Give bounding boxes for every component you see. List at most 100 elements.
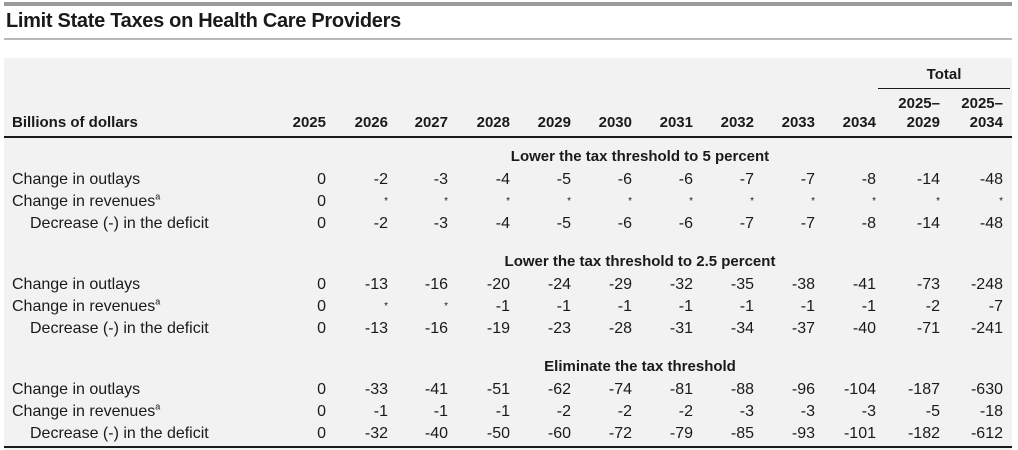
table-cell: -7 [739, 171, 754, 188]
table-cell: -51 [486, 381, 510, 398]
table-cell: * [689, 196, 693, 207]
table-cell: -1 [495, 298, 510, 315]
table-cell: -24 [547, 276, 571, 293]
table-cell: -79 [669, 425, 693, 442]
table-cell: -612 [970, 425, 1003, 442]
title-rule [4, 38, 1012, 40]
table-cell: -7 [800, 215, 815, 232]
table-cell: -3 [433, 171, 448, 188]
table-cell: -35 [730, 276, 754, 293]
row-label: Change in revenuesa [12, 401, 161, 420]
unit-label: Billions of dollars [12, 114, 138, 131]
table-cell: 0 [317, 381, 326, 398]
total-underline [878, 88, 1010, 89]
table-cell: -38 [791, 276, 815, 293]
row-label: Decrease (-) in the deficit [30, 215, 209, 232]
table-cell: -5 [925, 403, 940, 420]
table-cell: 0 [317, 276, 326, 293]
year-header: 2032 [720, 114, 754, 131]
table-cell: -93 [791, 425, 815, 442]
table-cell: -1 [373, 403, 388, 420]
table-cell: -73 [916, 276, 940, 293]
table-cell: -16 [424, 320, 448, 337]
table-cell: -37 [791, 320, 815, 337]
table-cell: -1 [556, 298, 571, 315]
table-cell: 0 [317, 403, 326, 420]
year-header: 2033 [781, 114, 815, 131]
top-rule [4, 2, 1012, 6]
table-cell: -3 [433, 215, 448, 232]
table-cell: -241 [970, 320, 1003, 337]
table-cell: -187 [907, 381, 940, 398]
table-cell: -48 [979, 215, 1003, 232]
table-cell: * [811, 196, 815, 207]
total-col-header-line2: 2034 [969, 114, 1003, 131]
table-cell: -41 [424, 381, 448, 398]
total-col-header-line2: 2029 [906, 114, 940, 131]
year-header: 2034 [842, 114, 876, 131]
footnote-marker: a [155, 401, 161, 412]
total-col-header-line1: 2025– [961, 95, 1003, 112]
table-cell: -14 [916, 171, 940, 188]
total-col-header-line1: 2025– [898, 95, 940, 112]
table-cell: -7 [800, 171, 815, 188]
table-cell: -62 [547, 381, 571, 398]
table-cell: -2 [925, 298, 940, 315]
table-cell: -4 [495, 171, 510, 188]
table-cell: -23 [547, 320, 571, 337]
section-title: Eliminate the tax threshold [544, 358, 736, 375]
table-cell: -6 [617, 171, 632, 188]
table-cell: -19 [486, 320, 510, 337]
footnote-marker: a [155, 191, 161, 202]
table-cell: -101 [843, 425, 876, 442]
year-header: 2030 [598, 114, 632, 131]
table-cell: -32 [364, 425, 388, 442]
table-cell: -5 [556, 215, 571, 232]
table-cell: -182 [907, 425, 940, 442]
table-cell: * [444, 196, 448, 207]
table-cell: -6 [678, 171, 693, 188]
table-cell: -1 [678, 298, 693, 315]
table-cell: -8 [861, 171, 876, 188]
table-cell: -3 [800, 403, 815, 420]
table-cell: -31 [669, 320, 693, 337]
table-cell: -1 [739, 298, 754, 315]
row-label: Change in outlays [12, 171, 141, 188]
table-cell: -4 [495, 215, 510, 232]
table-cell: -28 [608, 320, 632, 337]
table-cell: -8 [861, 215, 876, 232]
year-header: 2025 [292, 114, 326, 131]
table-cell: * [750, 196, 754, 207]
table-cell: -2 [556, 403, 571, 420]
bottom-rule [4, 446, 1012, 448]
table-cell: * [872, 196, 876, 207]
row-label: Decrease (-) in the deficit [30, 425, 209, 442]
table-cell: * [567, 196, 571, 207]
table-cell: -14 [916, 215, 940, 232]
table-cell: -13 [364, 276, 388, 293]
table-cell: -3 [739, 403, 754, 420]
table-cell: -72 [608, 425, 632, 442]
year-header: 2031 [659, 114, 693, 131]
row-label: Change in revenuesa [12, 191, 161, 210]
table-cell: -40 [852, 320, 876, 337]
table-cell: -2 [617, 403, 632, 420]
total-header: Total [926, 66, 962, 83]
year-header: 2026 [354, 114, 388, 131]
table-cell: 0 [317, 298, 326, 315]
table-cell: 0 [317, 193, 326, 210]
table-cell: -6 [617, 215, 632, 232]
table-cell: -1 [617, 298, 632, 315]
table-cell: -248 [970, 276, 1003, 293]
table-cell: -2 [373, 215, 388, 232]
year-header: 2028 [476, 114, 510, 131]
table-cell: * [999, 196, 1003, 207]
table-cell: -1 [433, 403, 448, 420]
table-cell: -18 [979, 403, 1003, 420]
table-cell: -71 [916, 320, 940, 337]
table-cell: -60 [547, 425, 571, 442]
table-cell: -1 [861, 298, 876, 315]
table-cell: -50 [486, 425, 510, 442]
table-cell: * [444, 301, 448, 312]
year-header: 2027 [414, 114, 448, 131]
